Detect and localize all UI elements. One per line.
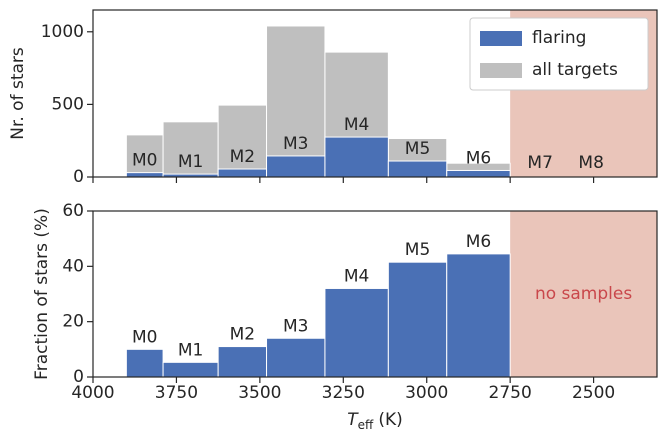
y-tick-label: 40: [62, 256, 84, 276]
type-label: M2: [230, 325, 255, 345]
type-label: M7: [527, 153, 552, 173]
type-label: M3: [283, 134, 308, 154]
y-tick-label: 0: [73, 167, 84, 187]
x-tick-label: 4000: [71, 383, 114, 403]
bar: [125, 172, 164, 178]
type-label: M5: [405, 240, 430, 260]
type-label: M1: [178, 340, 203, 360]
x-tick-label: 3000: [405, 383, 448, 403]
bar: [324, 287, 389, 378]
bar: [125, 134, 164, 178]
y-axis-label: Fraction of stars (%): [32, 208, 52, 380]
bar: [217, 168, 268, 178]
type-label: M6: [466, 232, 491, 252]
bar: [387, 261, 448, 378]
type-label: M0: [132, 151, 157, 171]
shade-text: no samples: [535, 284, 632, 304]
y-tick-label: 20: [62, 312, 84, 332]
bar: [266, 25, 326, 178]
axes-frame: [92, 210, 658, 378]
type-label: M8: [578, 153, 603, 173]
x-tick-label: 2500: [572, 383, 615, 403]
x-tick-label: 3250: [322, 383, 365, 403]
x-label-subscript: eff: [358, 418, 374, 432]
legend-swatch: [480, 31, 522, 46]
legend-label: all targets: [532, 60, 618, 80]
type-label: M4: [344, 266, 369, 286]
x-axis-label: Teff (K): [347, 410, 402, 432]
bar: [162, 121, 219, 178]
type-label: M1: [178, 152, 203, 172]
shade-region: [510, 211, 657, 377]
bar: [162, 361, 219, 378]
type-label: M5: [405, 139, 430, 159]
bar: [266, 337, 326, 378]
bar: [446, 169, 511, 178]
bar: [387, 160, 448, 178]
type-label: M2: [230, 147, 255, 167]
bar: [217, 104, 268, 178]
x-tick-label: 3500: [238, 383, 281, 403]
legend-label: flaring: [532, 28, 586, 48]
x-tick-label: 2750: [489, 383, 532, 403]
x-label-symbol: T: [347, 410, 359, 430]
bar: [446, 253, 511, 378]
y-tick-label: 500: [52, 94, 84, 114]
bar: [324, 136, 389, 178]
bar: [125, 348, 164, 378]
y-tick-label: 1000: [41, 22, 84, 42]
legend-swatch: [480, 63, 522, 78]
type-label: M4: [344, 115, 369, 135]
bar: [266, 155, 326, 178]
type-label: M3: [283, 316, 308, 336]
y-tick-label: 60: [62, 201, 84, 221]
y-tick-label: 0: [73, 367, 84, 387]
y-axis-label: Nr. of stars: [8, 47, 28, 140]
type-label: M6: [466, 148, 491, 168]
x-tick-label: 3750: [155, 383, 198, 403]
type-label: M0: [132, 327, 157, 347]
bar: [217, 346, 268, 378]
x-label-unit: (K): [378, 410, 402, 430]
axes-frame: [92, 9, 658, 178]
